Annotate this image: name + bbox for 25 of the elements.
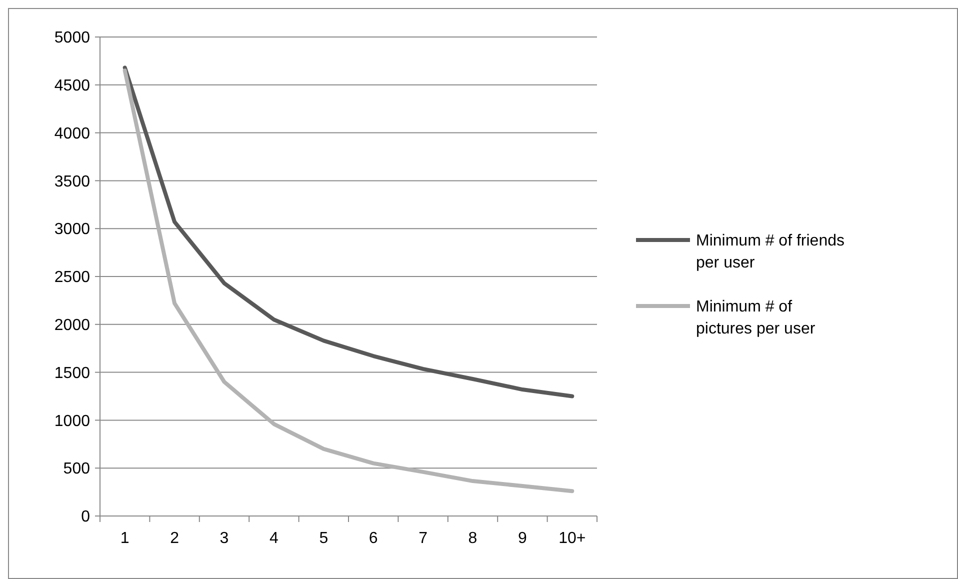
- y-tick-label: 1000: [54, 412, 90, 430]
- x-tick-label: 9: [518, 530, 527, 547]
- y-tick-label: 3000: [54, 221, 90, 238]
- x-tick-label: 8: [468, 530, 478, 547]
- y-tick-label: 4000: [54, 125, 90, 142]
- y-tick-label: 2500: [54, 269, 90, 286]
- y-tick-label: 1500: [54, 364, 90, 382]
- y-tick-label: 5000: [54, 30, 90, 47]
- y-tick-label: 4500: [54, 78, 90, 94]
- line-series: [122, 66, 574, 398]
- x-tick-label: 5: [319, 530, 328, 547]
- x-tick-label: 7: [418, 530, 428, 547]
- y-tick-label: 2000: [54, 317, 90, 334]
- x-tick-label: 6: [368, 530, 378, 547]
- line-series: [122, 68, 574, 494]
- legend-label: Minimum # of friends per user: [696, 232, 844, 272]
- y-tick-label: 0: [81, 508, 90, 526]
- x-tick-label: 4: [269, 530, 278, 547]
- x-tick-label: 10+: [558, 530, 586, 547]
- legend-label: Minimum # of pictures per user: [696, 298, 816, 338]
- y-tick-label: 3500: [54, 173, 90, 190]
- y-tick-label: 500: [63, 460, 90, 478]
- x-tick-label: 3: [220, 530, 229, 547]
- x-tick-label: 1: [120, 530, 130, 547]
- x-tick-label: 2: [170, 530, 180, 547]
